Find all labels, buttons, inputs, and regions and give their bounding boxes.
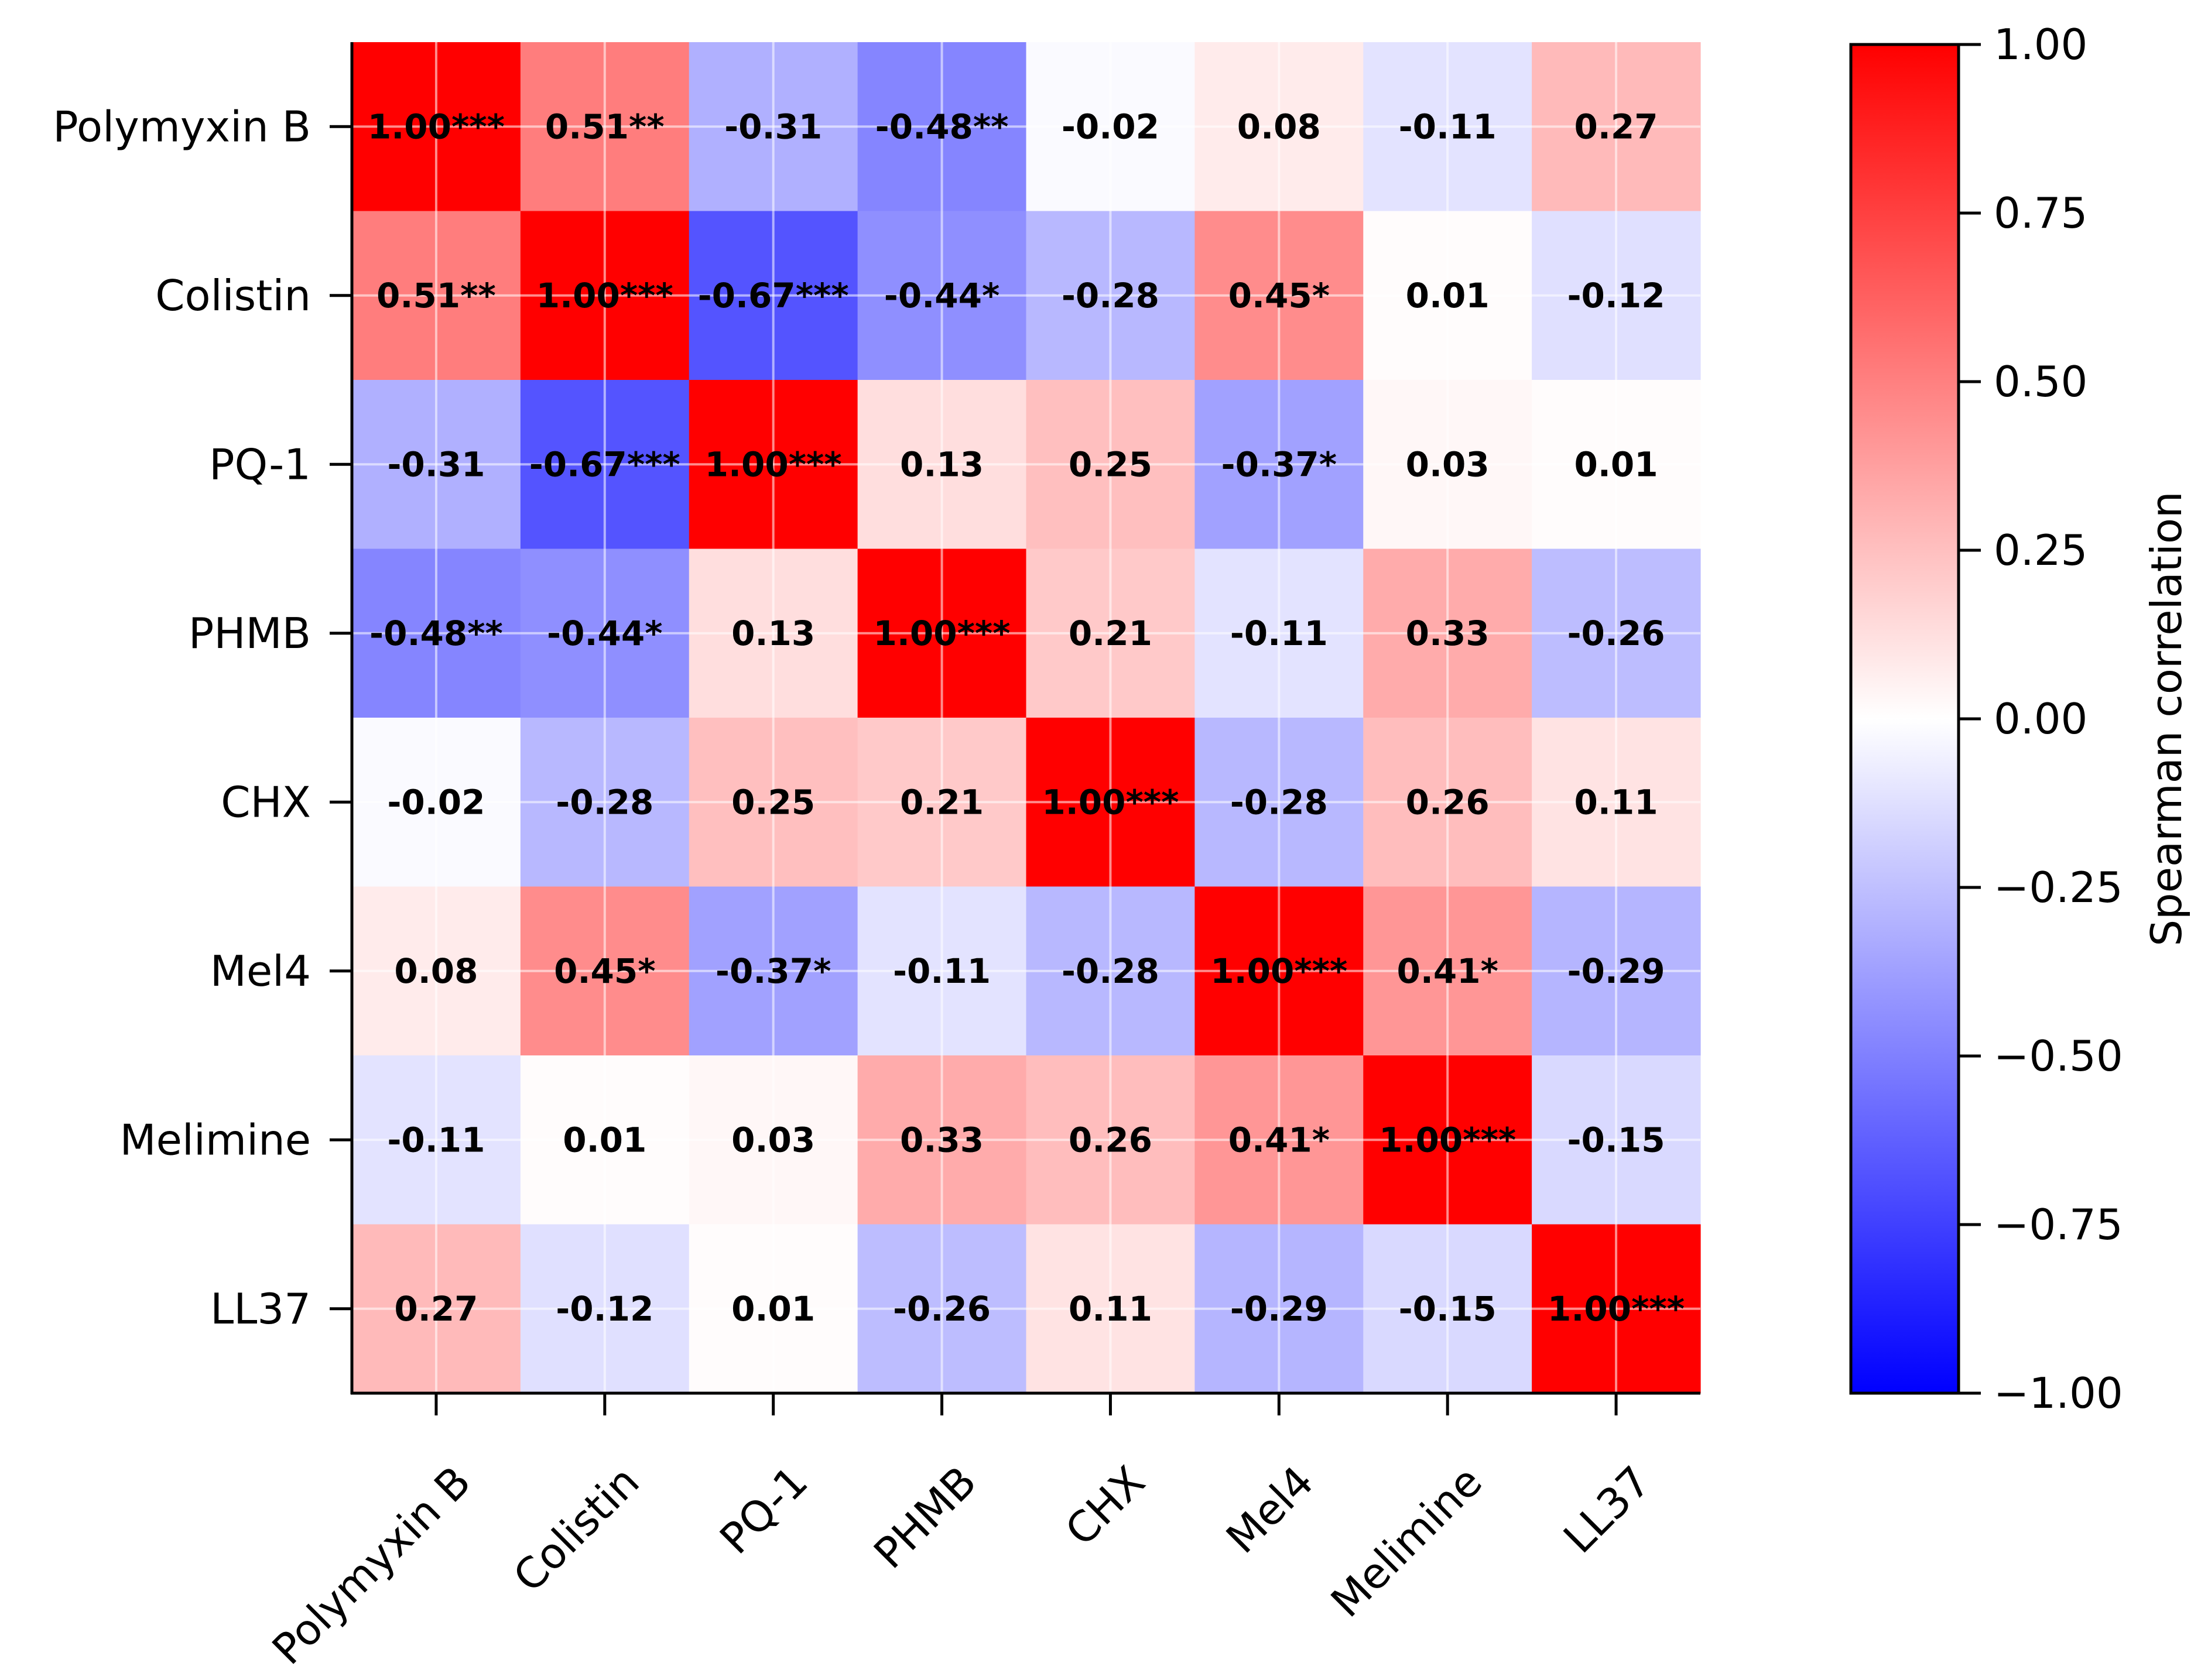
heatmap-cell-labels: 1.00*** 0.51** -0.31 -0.48** -0.02 0.08 -0.11 0… [368, 107, 1685, 1329]
colorbar-tick-label-7: −0.75 [1994, 1200, 2123, 1249]
cell-annotation-7-3: -0.26 [893, 1289, 991, 1329]
y-tick-label-7: LL37 [210, 1284, 311, 1333]
cell-annotation-6-5: 0.41* [1228, 1120, 1330, 1160]
cell-annotation-7-6: -0.15 [1399, 1289, 1497, 1329]
colorbar-tick-label-3: 0.25 [1994, 526, 2087, 575]
cell-annotation-3-0: -0.48** [369, 613, 503, 653]
colorbar-tick-label-2: 0.50 [1994, 357, 2087, 406]
cell-annotation-6-6: 1.00*** [1379, 1120, 1516, 1160]
y-tick-label-4: CHX [221, 777, 311, 827]
cell-annotation-1-7: -0.12 [1567, 276, 1665, 316]
cell-annotation-2-3: 0.13 [900, 444, 984, 484]
y-tick-label-5: Mel4 [210, 947, 311, 996]
cell-annotation-0-7: 0.27 [1574, 107, 1658, 146]
cell-annotation-2-2: 1.00*** [705, 444, 842, 484]
cell-annotation-4-4: 1.00*** [1042, 782, 1179, 822]
cell-annotation-1-1: 1.00*** [536, 276, 673, 316]
colorbar-tick-label-4: 0.00 [1994, 694, 2087, 743]
cell-annotation-4-6: 0.26 [1406, 782, 1490, 822]
colorbar-label: Spearman correlation [2142, 491, 2191, 946]
y-tick-label-1: Colistin [155, 271, 311, 320]
cell-annotation-4-5: -0.28 [1230, 782, 1328, 822]
cell-annotation-0-4: -0.02 [1062, 107, 1159, 146]
cell-annotation-7-5: -0.29 [1230, 1289, 1328, 1329]
cell-annotation-3-5: -0.11 [1230, 613, 1328, 653]
x-tick-label-4: CHX [1056, 1457, 1154, 1555]
y-tick-label-2: PQ-1 [209, 440, 311, 489]
cell-annotation-6-4: 0.26 [1069, 1120, 1152, 1160]
cell-annotation-6-1: 0.01 [563, 1120, 646, 1160]
cell-annotation-1-5: 0.45* [1228, 276, 1330, 316]
cell-annotation-4-2: 0.25 [731, 782, 815, 822]
x-tick-label-0: Polymyxin B [263, 1457, 480, 1674]
cell-annotation-7-4: 0.11 [1069, 1289, 1152, 1329]
y-tick-label-3: PHMB [189, 609, 311, 658]
cell-annotation-1-4: -0.28 [1062, 276, 1159, 316]
colorbar-tick-label-8: −1.00 [1994, 1369, 2123, 1418]
cell-annotation-7-2: 0.01 [731, 1289, 815, 1329]
x-tick-label-2: PQ-1 [710, 1457, 817, 1564]
cell-annotation-3-4: 0.21 [1069, 613, 1152, 653]
cell-annotation-5-0: 0.08 [394, 951, 478, 991]
cell-annotation-2-6: 0.03 [1406, 444, 1490, 484]
x-tick-label-7: LL37 [1554, 1457, 1660, 1563]
heatmap-gridlines [352, 42, 1700, 1393]
cell-annotation-0-6: -0.11 [1399, 107, 1497, 146]
colorbar-tick-label-0: 1.00 [1994, 20, 2087, 69]
cell-annotation-5-6: 0.41* [1396, 951, 1498, 991]
cell-annotation-7-1: -0.12 [556, 1289, 653, 1329]
cell-annotation-7-0: 0.27 [394, 1289, 478, 1329]
cell-annotation-6-0: -0.11 [387, 1120, 485, 1160]
cell-annotation-7-7: 1.00*** [1548, 1289, 1685, 1329]
colorbar-tick-label-1: 0.75 [1994, 188, 2087, 238]
cell-annotation-5-1: 0.45* [554, 951, 655, 991]
colorbar-tick-label-6: −0.50 [1994, 1031, 2123, 1081]
cell-annotation-5-3: -0.11 [893, 951, 991, 991]
colorbar-gradient [1849, 43, 1960, 1395]
cell-annotation-4-3: 0.21 [900, 782, 984, 822]
cell-annotation-0-1: 0.51** [545, 107, 665, 146]
cell-annotation-4-1: -0.28 [556, 782, 653, 822]
x-tick-label-6: Melimine [1322, 1457, 1491, 1627]
cell-annotation-3-3: 1.00*** [874, 613, 1011, 653]
cell-annotation-6-3: 0.33 [900, 1120, 984, 1160]
y-tick-label-6: Melimine [120, 1115, 312, 1164]
cell-annotation-1-6: 0.01 [1406, 276, 1490, 316]
cell-annotation-6-2: 0.03 [731, 1120, 815, 1160]
cell-annotation-5-2: -0.37* [716, 951, 831, 991]
x-tick-label-5: Mel4 [1217, 1457, 1323, 1563]
cell-annotation-0-3: -0.48** [875, 107, 1009, 146]
cell-annotation-3-2: 0.13 [731, 613, 815, 653]
cell-annotation-3-7: -0.26 [1567, 613, 1665, 653]
cell-annotation-4-0: -0.02 [387, 782, 485, 822]
cell-annotation-2-7: 0.01 [1574, 444, 1658, 484]
cell-annotation-0-2: -0.31 [724, 107, 822, 146]
cell-annotation-0-0: 1.00*** [368, 107, 505, 146]
colorbar-tick-label-5: −0.25 [1994, 863, 2123, 912]
cell-annotation-3-6: 0.33 [1406, 613, 1490, 653]
cell-annotation-5-7: -0.29 [1567, 951, 1665, 991]
cell-annotation-2-4: 0.25 [1069, 444, 1152, 484]
cell-annotation-1-0: 0.51** [376, 276, 496, 316]
cell-annotation-0-5: 0.08 [1237, 107, 1321, 146]
cell-annotation-1-2: -0.67*** [698, 276, 849, 316]
cell-annotation-5-4: -0.28 [1062, 951, 1159, 991]
x-tick-label-3: PHMB [864, 1457, 985, 1578]
cell-annotation-1-3: -0.44* [884, 276, 1000, 316]
cell-annotation-4-7: 0.11 [1574, 782, 1658, 822]
cell-annotation-2-0: -0.31 [387, 444, 485, 484]
cell-annotation-3-1: -0.44* [547, 613, 663, 653]
heatmap-cells [352, 42, 1701, 1394]
y-tick-label-0: Polymyxin B [53, 102, 311, 151]
x-tick-label-1: Colistin [504, 1457, 648, 1602]
colorbar: 1.00 0.75 0.50 0.25 0.00 −0.25 −0.50 −0.75 −1.00… [1849, 20, 2191, 1418]
cell-annotation-5-5: 1.00*** [1210, 951, 1347, 991]
cell-annotation-2-5: -0.37* [1221, 444, 1337, 484]
cell-annotation-2-1: -0.67*** [529, 444, 680, 484]
cell-annotation-6-7: -0.15 [1567, 1120, 1665, 1160]
